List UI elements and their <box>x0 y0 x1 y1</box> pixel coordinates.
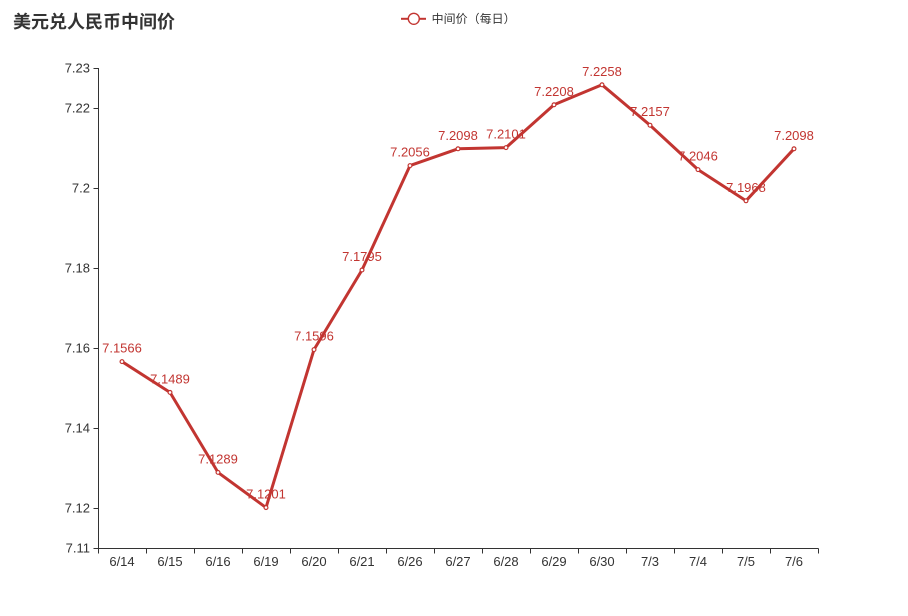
svg-text:6/21: 6/21 <box>349 554 374 569</box>
svg-text:7.14: 7.14 <box>65 420 90 435</box>
svg-text:6/16: 6/16 <box>205 554 230 569</box>
svg-text:7.1489: 7.1489 <box>150 371 190 386</box>
svg-text:7.1596: 7.1596 <box>294 329 334 344</box>
svg-text:7.18: 7.18 <box>65 260 90 275</box>
svg-text:6/15: 6/15 <box>157 554 182 569</box>
svg-text:6/30: 6/30 <box>589 554 614 569</box>
svg-text:7.2098: 7.2098 <box>774 128 814 143</box>
svg-text:7.11: 7.11 <box>66 540 90 555</box>
svg-text:7.2157: 7.2157 <box>630 104 670 119</box>
svg-text:6/29: 6/29 <box>541 554 566 569</box>
svg-text:6/14: 6/14 <box>109 554 134 569</box>
svg-text:7.1566: 7.1566 <box>102 341 142 356</box>
svg-text:7.23: 7.23 <box>65 60 90 75</box>
svg-text:6/27: 6/27 <box>445 554 470 569</box>
svg-text:7.12: 7.12 <box>65 500 90 515</box>
svg-text:7/6: 7/6 <box>785 554 803 569</box>
svg-text:7.1795: 7.1795 <box>342 249 382 264</box>
svg-text:6/26: 6/26 <box>397 554 422 569</box>
svg-text:7.2258: 7.2258 <box>582 64 622 79</box>
svg-text:7.2: 7.2 <box>72 180 90 195</box>
svg-text:7/3: 7/3 <box>641 554 659 569</box>
svg-text:7.2101: 7.2101 <box>486 127 526 142</box>
svg-text:7/5: 7/5 <box>737 554 755 569</box>
svg-text:6/28: 6/28 <box>493 554 518 569</box>
svg-text:7.16: 7.16 <box>65 340 90 355</box>
svg-text:7.2046: 7.2046 <box>678 149 718 164</box>
svg-text:7.1201: 7.1201 <box>246 487 286 502</box>
svg-text:7.1968: 7.1968 <box>726 180 766 195</box>
svg-text:6/20: 6/20 <box>301 554 326 569</box>
svg-text:7.1289: 7.1289 <box>198 451 238 466</box>
svg-text:7.22: 7.22 <box>65 100 90 115</box>
svg-text:7.2208: 7.2208 <box>534 84 574 99</box>
svg-text:7/4: 7/4 <box>689 554 707 569</box>
svg-text:7.2098: 7.2098 <box>438 128 478 143</box>
svg-text:6/19: 6/19 <box>253 554 278 569</box>
svg-text:7.2056: 7.2056 <box>390 145 430 160</box>
